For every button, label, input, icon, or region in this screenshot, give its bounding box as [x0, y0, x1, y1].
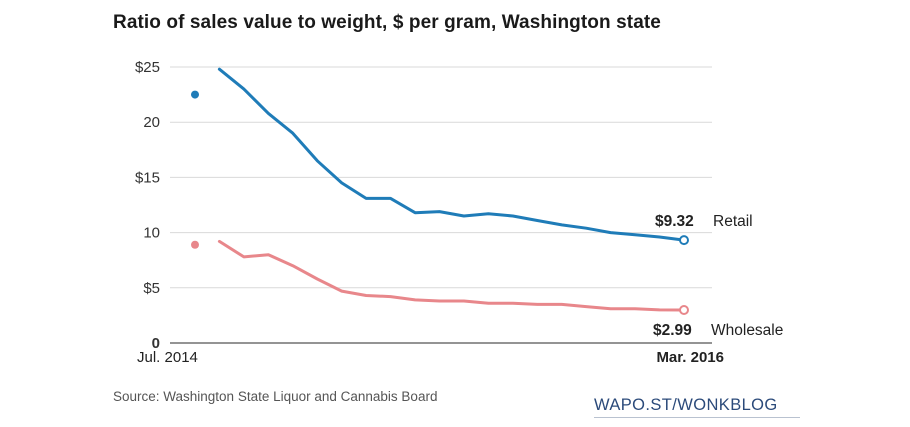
source-note: Source: Washington State Liquor and Cann… — [113, 389, 438, 404]
x-tick-label-0: Jul. 2014 — [137, 349, 198, 366]
retail-start-point — [191, 90, 199, 99]
retail-end-point — [679, 235, 689, 246]
y-tick-label-0: 0 — [152, 335, 160, 352]
brand-underline — [594, 417, 800, 418]
wholesale-series-label: Wholesale — [711, 322, 783, 339]
y-tick-label-10: 10 — [143, 225, 160, 242]
chart-title: Ratio of sales value to weight, $ per gr… — [113, 12, 661, 33]
y-tick-label-5: $5 — [143, 280, 160, 297]
wholesale-end-value-label: $2.99 — [653, 322, 692, 339]
y-tick-label-25: $25 — [135, 59, 160, 76]
y-tick-label-20: 20 — [143, 114, 160, 131]
wholesale-start-point — [191, 240, 199, 249]
y-tick-label-15: $15 — [135, 169, 160, 186]
x-tick-label-20: Mar. 2016 — [656, 349, 724, 366]
retail-end-value-label: $9.32 — [655, 213, 694, 230]
wonkblog-link[interactable]: WAPO.ST/WONKBLOG — [594, 396, 778, 414]
wholesale-end-point — [679, 304, 689, 315]
wholesale-line — [217, 239, 686, 312]
retail-line — [217, 67, 686, 242]
retail-series-label: Retail — [713, 213, 753, 230]
